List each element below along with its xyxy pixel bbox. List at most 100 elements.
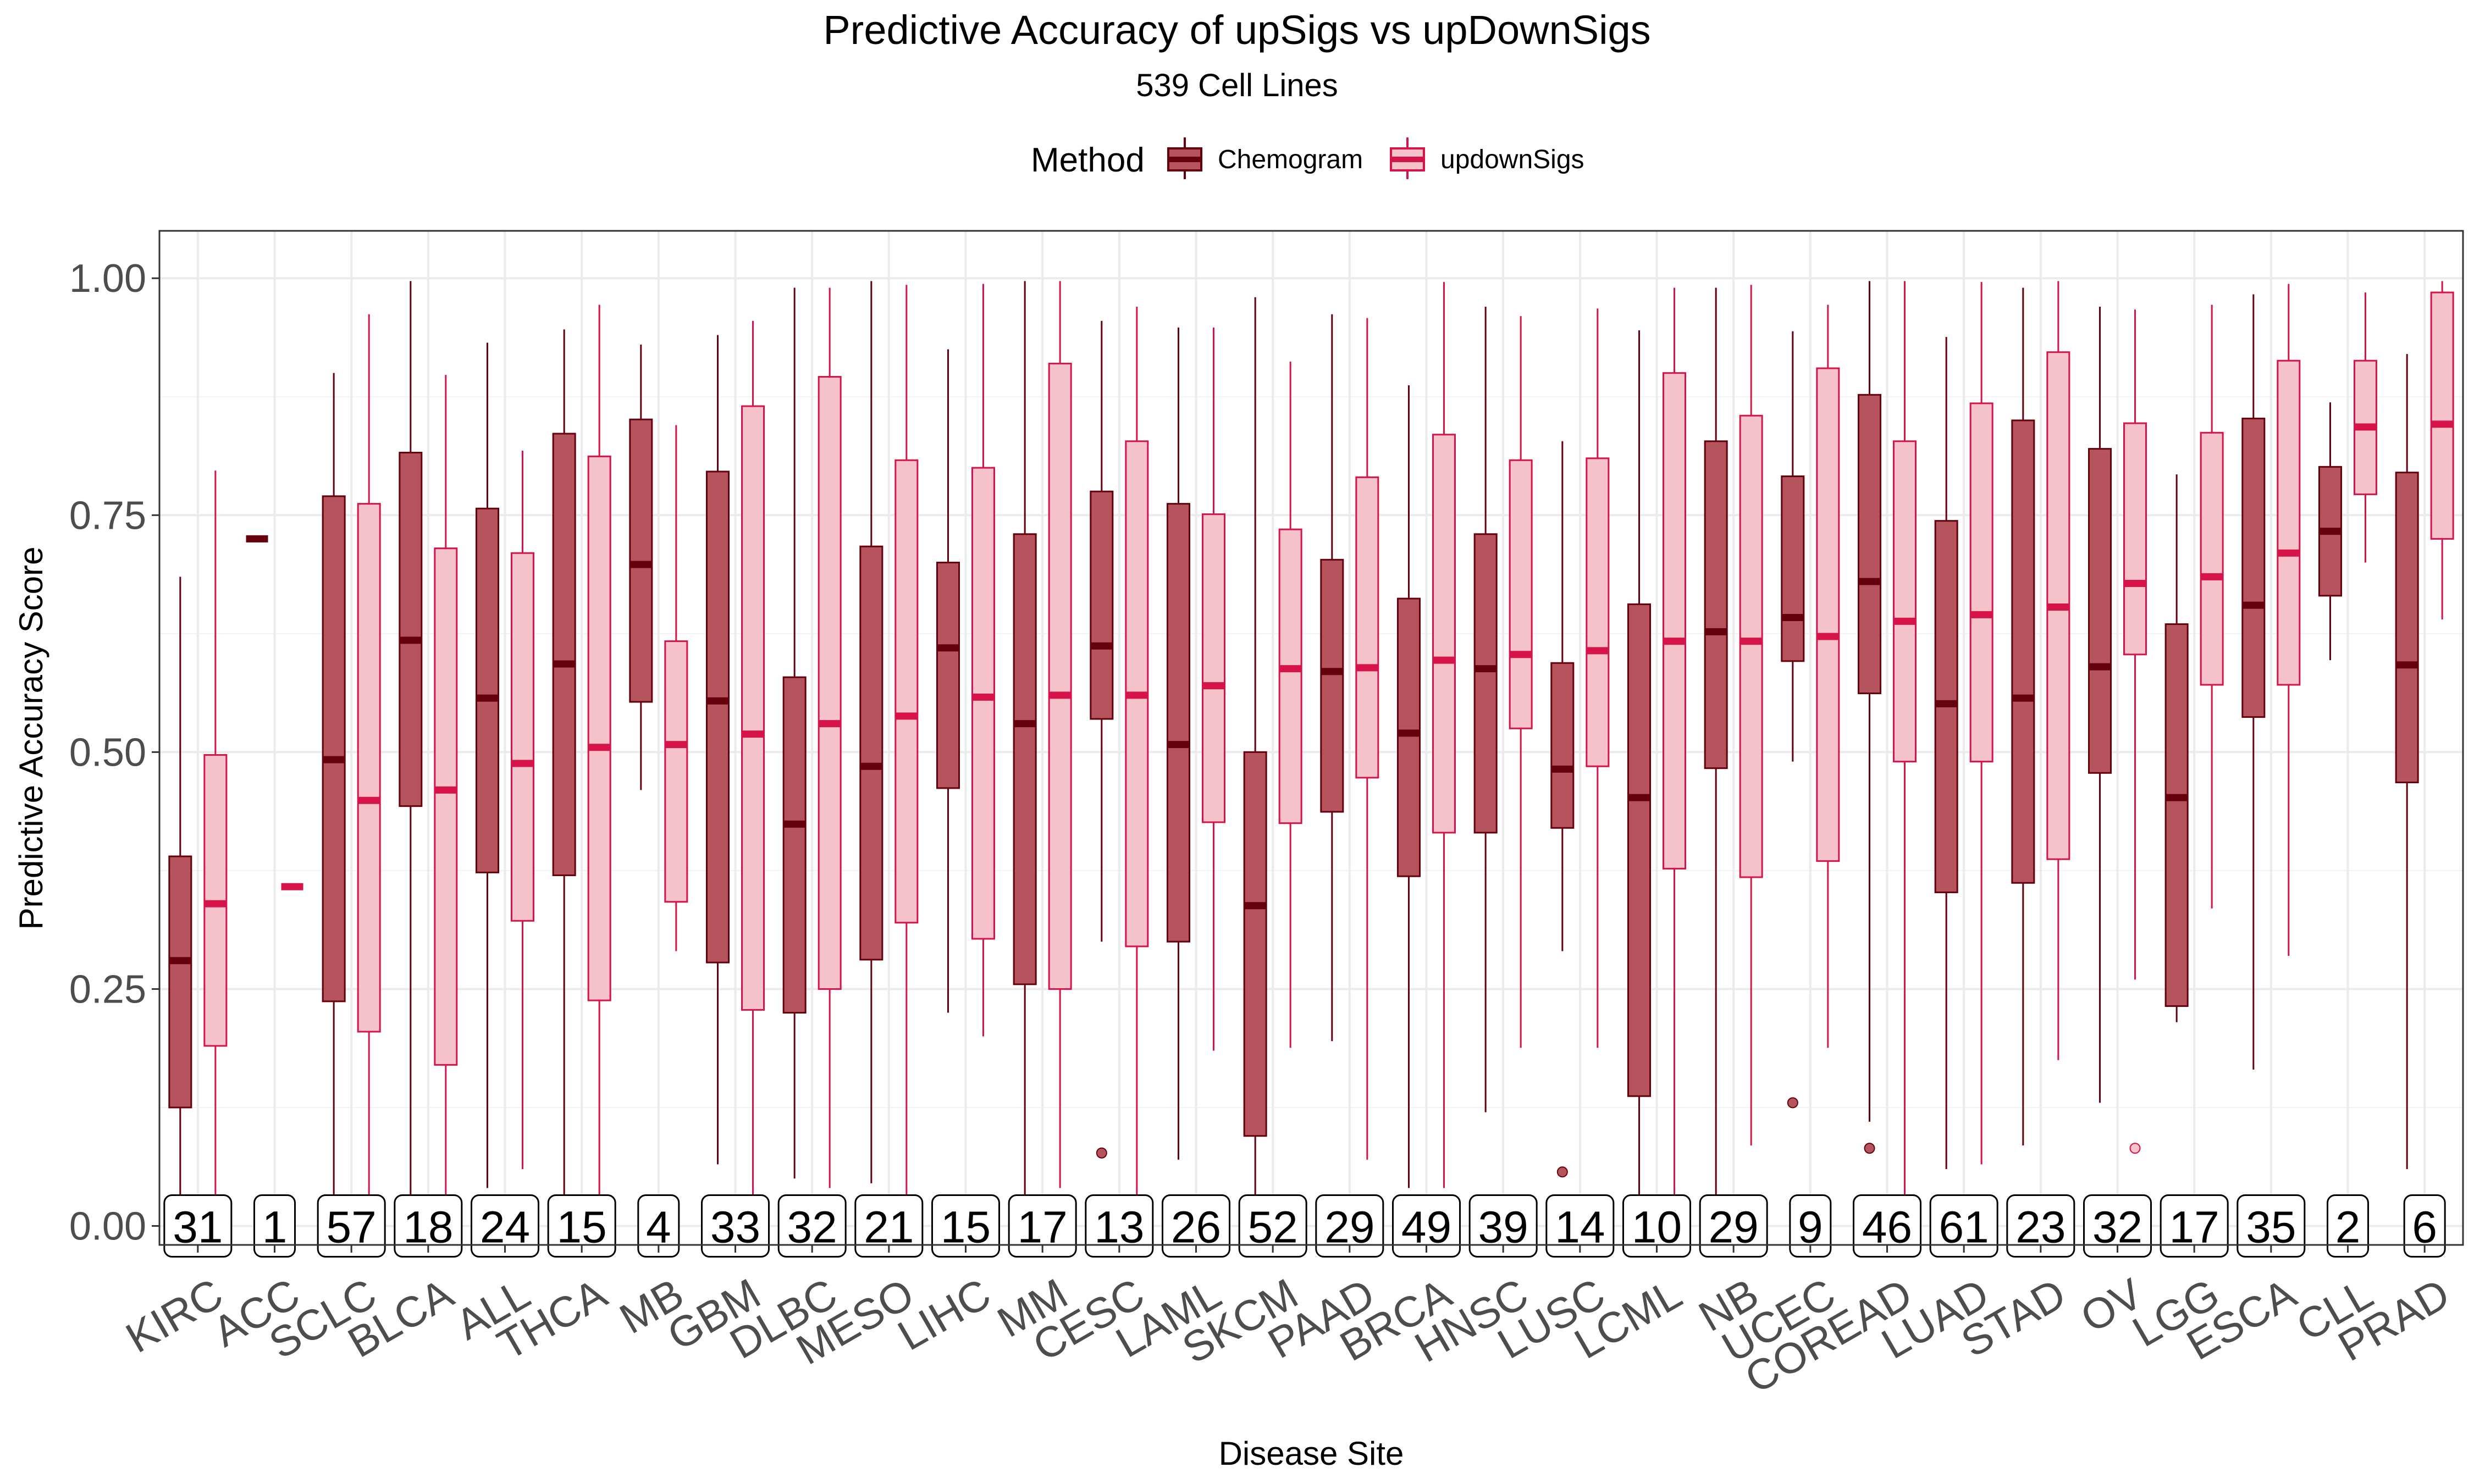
y-tick-label: 0.75 xyxy=(69,494,146,538)
count-label-hnsc: 39 xyxy=(1468,1194,1538,1258)
box-chemogram-lihc xyxy=(936,349,960,1013)
box-iqr xyxy=(2430,291,2454,540)
count-label-text: 15 xyxy=(557,1203,607,1253)
box-chemogram-mm xyxy=(1013,281,1037,1198)
box-iqr xyxy=(2241,417,2266,718)
box-iqr xyxy=(859,545,883,961)
box-chemogram-all xyxy=(476,342,499,1188)
count-label-lusc: 14 xyxy=(1545,1194,1615,1258)
box-iqr xyxy=(782,676,807,1014)
count-label-text: 35 xyxy=(2246,1203,2296,1253)
box-updownsigs-mb xyxy=(664,425,688,951)
box-chemogram-laml xyxy=(1167,327,1190,1160)
box-updownsigs-nb xyxy=(1739,285,1763,1145)
box-chemogram-brca xyxy=(1397,385,1421,1188)
count-label-mm: 17 xyxy=(1008,1194,1077,1258)
box-chemogram-ucec xyxy=(1781,331,1805,1109)
x-tick-label: LIHC xyxy=(890,1269,998,1360)
gridlines xyxy=(159,231,2463,1245)
box-chemogram-lgg xyxy=(2164,474,2189,1022)
count-label-meso: 21 xyxy=(854,1194,924,1258)
box-chemogram-stad xyxy=(2011,287,2035,1145)
count-label-box xyxy=(317,1194,386,1258)
outlier-point xyxy=(1096,1147,1107,1159)
box-iqr xyxy=(1739,414,1763,878)
count-label-box xyxy=(1929,1194,1998,1258)
box-chemogram-gbm xyxy=(706,335,730,1165)
box-updownsigs-stad xyxy=(2046,281,2070,1060)
box-iqr xyxy=(1243,751,1267,1137)
y-tick-label: 0.00 xyxy=(69,1205,146,1249)
box-updownsigs-gbm xyxy=(741,320,765,1198)
box-iqr xyxy=(1167,503,1190,943)
count-label-text: 17 xyxy=(2169,1203,2219,1253)
count-label-stad: 23 xyxy=(2006,1194,2075,1258)
count-label-box xyxy=(253,1194,296,1258)
count-label-box xyxy=(637,1194,680,1258)
box-iqr xyxy=(1202,513,1225,823)
x-axis-title: Disease Site xyxy=(1219,1435,1404,1472)
box-chemogram-meso xyxy=(859,281,883,1183)
count-label-box xyxy=(1162,1194,1230,1258)
box-iqr xyxy=(1627,603,1651,1097)
count-label-text: 1 xyxy=(262,1203,288,1253)
count-label-text: 26 xyxy=(1171,1203,1221,1253)
box-iqr xyxy=(476,507,499,873)
box-updownsigs-hnsc xyxy=(1509,316,1533,1048)
legend-label-chemogram: Chemogram xyxy=(1218,145,1363,174)
box-iqr xyxy=(1781,475,1805,662)
box-chemogram-nb xyxy=(1704,287,1728,1198)
count-label-box xyxy=(2160,1194,2229,1258)
box-iqr xyxy=(1278,528,1302,824)
box-iqr xyxy=(168,855,192,1109)
count-label-coread: 46 xyxy=(1853,1194,1921,1258)
count-label-cesc: 13 xyxy=(1085,1194,1154,1258)
plot-marks xyxy=(168,281,2454,1198)
box-iqr xyxy=(936,562,960,789)
box-iqr xyxy=(1858,394,1881,694)
box-iqr xyxy=(2011,419,2035,884)
y-axis-title: Predictive Accuracy Score xyxy=(13,547,49,930)
count-label-text: 15 xyxy=(941,1203,991,1253)
outlier-point xyxy=(1556,1166,1568,1178)
legend-title: Method xyxy=(1031,141,1145,179)
box-iqr xyxy=(434,547,458,1066)
box-updownsigs-thca xyxy=(587,304,611,1198)
count-label-text: 4 xyxy=(646,1203,671,1253)
count-label-box xyxy=(1853,1194,1921,1258)
box-updownsigs-blca xyxy=(434,375,458,1198)
box-updownsigs-meso xyxy=(894,285,919,1198)
box-chemogram-lcml xyxy=(1627,330,1651,1198)
count-label-box xyxy=(1315,1194,1384,1258)
box-iqr xyxy=(2088,448,2112,774)
count-label-text: 52 xyxy=(1248,1203,1298,1253)
plot-panel-border xyxy=(158,230,2464,1246)
count-label-text: 6 xyxy=(2412,1203,2437,1253)
y-tick-label: 0.50 xyxy=(69,730,146,774)
box-iqr xyxy=(818,376,842,990)
box-iqr xyxy=(741,405,765,1011)
count-label-box xyxy=(1238,1194,1307,1258)
legend: Method Chemogram updownSigs xyxy=(1031,137,1584,179)
box-iqr xyxy=(2395,472,2419,784)
count-label-box xyxy=(1622,1194,1691,1258)
box-chemogram-cesc xyxy=(1090,320,1114,1159)
count-label-text: 18 xyxy=(403,1203,453,1253)
box-updownsigs-prad xyxy=(2430,281,2454,619)
box-iqr xyxy=(1013,533,1037,985)
y-tick-label: 1.00 xyxy=(69,257,146,301)
box-iqr xyxy=(629,418,653,703)
outlier-point xyxy=(1787,1097,1798,1109)
box-iqr xyxy=(1355,476,1379,779)
count-label-box xyxy=(2327,1194,2369,1258)
count-label-box xyxy=(1545,1194,1615,1258)
box-iqr xyxy=(399,451,423,807)
box-chemogram-esca xyxy=(2241,294,2266,1070)
chart-subtitle: 539 Cell Lines xyxy=(1136,68,1338,103)
count-label-box xyxy=(1392,1194,1461,1258)
box-updownsigs-skcm xyxy=(1278,361,1302,1048)
count-label-ov: 32 xyxy=(2083,1194,2152,1258)
box-iqr xyxy=(894,459,919,924)
count-label-text: 32 xyxy=(2092,1203,2142,1253)
count-label-text: 46 xyxy=(1862,1203,1912,1253)
